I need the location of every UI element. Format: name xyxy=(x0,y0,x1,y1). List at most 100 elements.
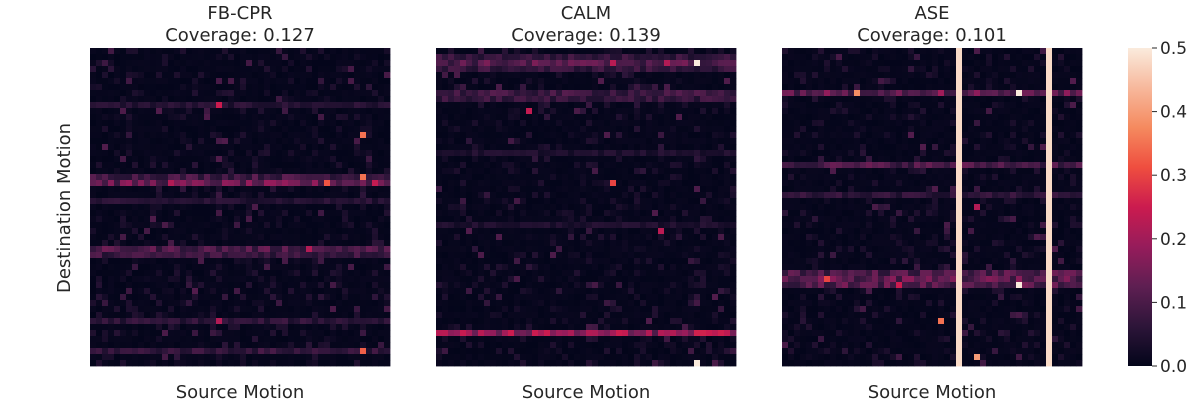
heatmap-cell xyxy=(252,360,259,367)
heatmap-cell xyxy=(210,210,217,217)
heatmap-cell xyxy=(460,198,467,205)
heatmap-cell xyxy=(670,162,677,169)
heatmap-cell xyxy=(126,108,133,115)
heatmap-cell xyxy=(354,204,361,211)
heatmap-cell xyxy=(198,96,205,103)
heatmap-cell xyxy=(348,138,355,145)
heatmap-cell xyxy=(120,276,127,283)
heatmap-cell xyxy=(186,192,193,199)
heatmap-cell xyxy=(204,72,211,79)
heatmap-cell xyxy=(210,288,217,295)
heatmap-cell xyxy=(228,330,235,337)
heatmap-cell xyxy=(610,234,617,241)
heatmap-cell xyxy=(628,228,635,235)
heatmap-cell xyxy=(300,318,307,325)
heatmap-cell xyxy=(126,348,133,355)
heatmap-cell xyxy=(324,294,331,301)
heatmap-cell xyxy=(174,54,181,61)
heatmap-cell xyxy=(234,174,241,181)
heatmap-cell xyxy=(282,96,289,103)
heatmap-cell xyxy=(436,324,443,331)
heatmap-cell xyxy=(168,72,175,79)
heatmap-cell xyxy=(592,108,599,115)
heatmap-cell xyxy=(616,108,623,115)
heatmap-cell xyxy=(682,222,689,229)
heatmap-cell xyxy=(366,120,373,127)
heatmap-cell xyxy=(90,222,97,229)
heatmap-cell xyxy=(724,300,731,307)
heatmap-cell xyxy=(354,228,361,235)
heatmap-cell xyxy=(652,54,659,61)
heatmap-cell xyxy=(448,72,455,79)
heatmap-cell xyxy=(144,72,151,79)
heatmap-cells xyxy=(90,48,391,367)
heatmap-cell xyxy=(580,84,587,91)
heatmap-cell xyxy=(186,90,193,97)
heatmap-cell xyxy=(466,222,473,229)
heatmap-cell xyxy=(372,54,379,61)
heatmap-cell xyxy=(288,132,295,139)
heatmap-cell xyxy=(276,168,283,175)
heatmap-cell xyxy=(366,66,373,73)
heatmap-cell xyxy=(724,90,731,97)
heatmap-cell xyxy=(294,192,301,199)
heatmap-cell xyxy=(694,240,701,247)
heatmap-cell xyxy=(496,234,503,241)
heatmap-cell xyxy=(330,252,337,259)
heatmap-cell xyxy=(472,72,479,79)
heatmap-cell xyxy=(264,324,271,331)
heatmap-cell xyxy=(436,54,443,61)
heatmap-cell xyxy=(372,264,379,271)
heatmap-cell xyxy=(192,330,199,337)
heatmap-cell xyxy=(144,354,151,361)
heatmap-cell xyxy=(294,234,301,241)
heatmap-cell xyxy=(288,306,295,313)
heatmap-cell xyxy=(454,84,461,91)
heatmap-cell xyxy=(592,150,599,157)
heatmap-cell xyxy=(114,126,121,133)
heatmap-cell xyxy=(96,216,103,223)
heatmap-cell xyxy=(264,348,271,355)
heatmap-cell xyxy=(616,216,623,223)
heatmap-cell xyxy=(144,312,151,319)
heatmap-cell xyxy=(204,144,211,151)
heatmap-cell xyxy=(360,120,367,127)
heatmap-cell xyxy=(252,60,259,67)
heatmap-cell xyxy=(246,342,253,349)
heatmap-cell xyxy=(150,204,157,211)
heatmap-cell xyxy=(460,144,467,151)
heatmap-cell xyxy=(324,156,331,163)
heatmap-cell xyxy=(90,294,97,301)
heatmap-cell xyxy=(90,192,97,199)
heatmap-cell xyxy=(90,138,97,145)
heatmap-cell xyxy=(330,192,337,199)
heatmap-cell xyxy=(372,186,379,193)
heatmap-cell xyxy=(294,324,301,331)
heatmap-cell xyxy=(634,168,641,175)
heatmap-cell xyxy=(360,360,367,367)
heatmap-cell xyxy=(712,228,719,235)
heatmap-cell xyxy=(372,324,379,331)
heatmap-cell xyxy=(216,180,223,187)
heatmap-cell xyxy=(694,132,701,139)
heatmap-cell xyxy=(592,300,599,307)
heatmap-cell xyxy=(252,198,259,205)
heatmap-cell xyxy=(252,252,259,259)
heatmap-cell xyxy=(90,354,97,361)
heatmap-cell xyxy=(330,66,337,73)
heatmap-cell xyxy=(610,240,617,247)
heatmap-cell xyxy=(186,270,193,277)
heatmap-cell xyxy=(330,180,337,187)
heatmap-cell xyxy=(270,258,277,265)
heatmap-cell xyxy=(604,78,611,85)
heatmap-cell xyxy=(610,96,617,103)
heatmap-cell xyxy=(502,270,509,277)
heatmap-cell xyxy=(198,342,205,349)
heatmap-cell xyxy=(318,60,325,67)
heatmap-cell xyxy=(568,180,575,187)
heatmap-cell xyxy=(108,162,115,169)
heatmap-cell xyxy=(622,192,629,199)
heatmap-cell xyxy=(228,162,235,169)
heatmap-cell xyxy=(132,318,139,325)
heatmap-cell xyxy=(490,222,497,229)
